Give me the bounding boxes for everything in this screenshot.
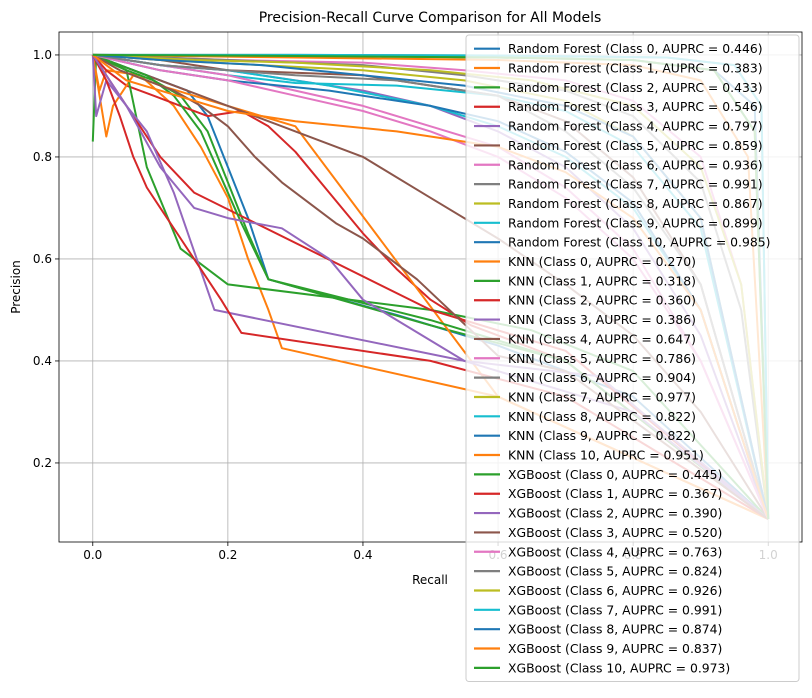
legend-entry: XGBoost (Class 10, AUPRC = 0.973) [508, 660, 730, 675]
legend-entry: KNN (Class 1, AUPRC = 0.318) [508, 273, 696, 288]
x-tick-label: 0.0 [83, 548, 102, 562]
y-tick-label: 0.6 [33, 252, 52, 266]
legend-entry: XGBoost (Class 4, AUPRC = 0.763) [508, 544, 722, 559]
legend-entry: KNN (Class 8, AUPRC = 0.822) [508, 409, 696, 424]
legend-entry: XGBoost (Class 1, AUPRC = 0.367) [508, 486, 722, 501]
legend: Random Forest (Class 0, AUPRC = 0.446) Ra… [465, 34, 800, 683]
legend-entry: Random Forest (Class 3, AUPRC = 0.546) [508, 99, 763, 114]
legend-entry: XGBoost (Class 0, AUPRC = 0.445) [508, 467, 722, 482]
legend-entry: Random Forest (Class 6, AUPRC = 0.936) [508, 157, 763, 172]
x-tick-label: 0.2 [218, 548, 237, 562]
y-tick-label: 0.8 [33, 150, 52, 164]
x-tick-label: 0.4 [353, 548, 372, 562]
legend-entry: Random Forest (Class 4, AUPRC = 0.797) [508, 119, 763, 134]
legend-entry: XGBoost (Class 3, AUPRC = 0.520) [508, 525, 722, 540]
legend-entry: KNN (Class 10, AUPRC = 0.951) [508, 448, 704, 463]
axes-frame [58, 31, 803, 543]
legend-entry: KNN (Class 5, AUPRC = 0.786) [508, 351, 696, 366]
legend-entry: KNN (Class 6, AUPRC = 0.904) [508, 370, 696, 385]
y-tick-label: 0.2 [33, 456, 52, 470]
legend-entry: KNN (Class 0, AUPRC = 0.270) [508, 254, 696, 269]
legend-entry: XGBoost (Class 6, AUPRC = 0.926) [508, 583, 722, 598]
legend-entry: Random Forest (Class 9, AUPRC = 0.899) [508, 215, 763, 230]
legend-entry: XGBoost (Class 2, AUPRC = 0.390) [508, 506, 722, 521]
legend-entry: KNN (Class 2, AUPRC = 0.360) [508, 293, 696, 308]
legend-entry: Random Forest (Class 2, AUPRC = 0.433) [508, 80, 763, 95]
legend-entry: KNN (Class 4, AUPRC = 0.647) [508, 331, 696, 346]
legend-entry: XGBoost (Class 8, AUPRC = 0.874) [508, 622, 722, 637]
legend-entry: KNN (Class 7, AUPRC = 0.977) [508, 389, 696, 404]
x-axis-label: Recall [412, 573, 448, 587]
legend-entry: XGBoost (Class 5, AUPRC = 0.824) [508, 564, 722, 579]
legend-entry: Random Forest (Class 7, AUPRC = 0.991) [508, 177, 763, 192]
y-tick-label: 1.0 [33, 48, 52, 62]
legend-entry: Random Forest (Class 1, AUPRC = 0.383) [508, 61, 763, 76]
legend-entry: XGBoost (Class 9, AUPRC = 0.837) [508, 641, 722, 656]
chart-title: Precision-Recall Curve Comparison for Al… [259, 10, 602, 26]
legend-box [465, 34, 800, 683]
legend-entry: KNN (Class 9, AUPRC = 0.822) [508, 428, 696, 443]
legend-entry: KNN (Class 3, AUPRC = 0.386) [508, 312, 696, 327]
legend-entry: XGBoost (Class 7, AUPRC = 0.991) [508, 602, 722, 617]
legend-entry: Random Forest (Class 5, AUPRC = 0.859) [508, 138, 763, 153]
y-axis-label: Precision [9, 260, 23, 314]
legend-entry: Random Forest (Class 10, AUPRC = 0.985) [508, 235, 770, 250]
legend-entry: Random Forest (Class 8, AUPRC = 0.867) [508, 196, 763, 211]
series-line-23 [91, 54, 769, 520]
y-tick-label: 0.4 [33, 354, 52, 368]
legend-entry: Random Forest (Class 0, AUPRC = 0.446) [508, 41, 763, 56]
